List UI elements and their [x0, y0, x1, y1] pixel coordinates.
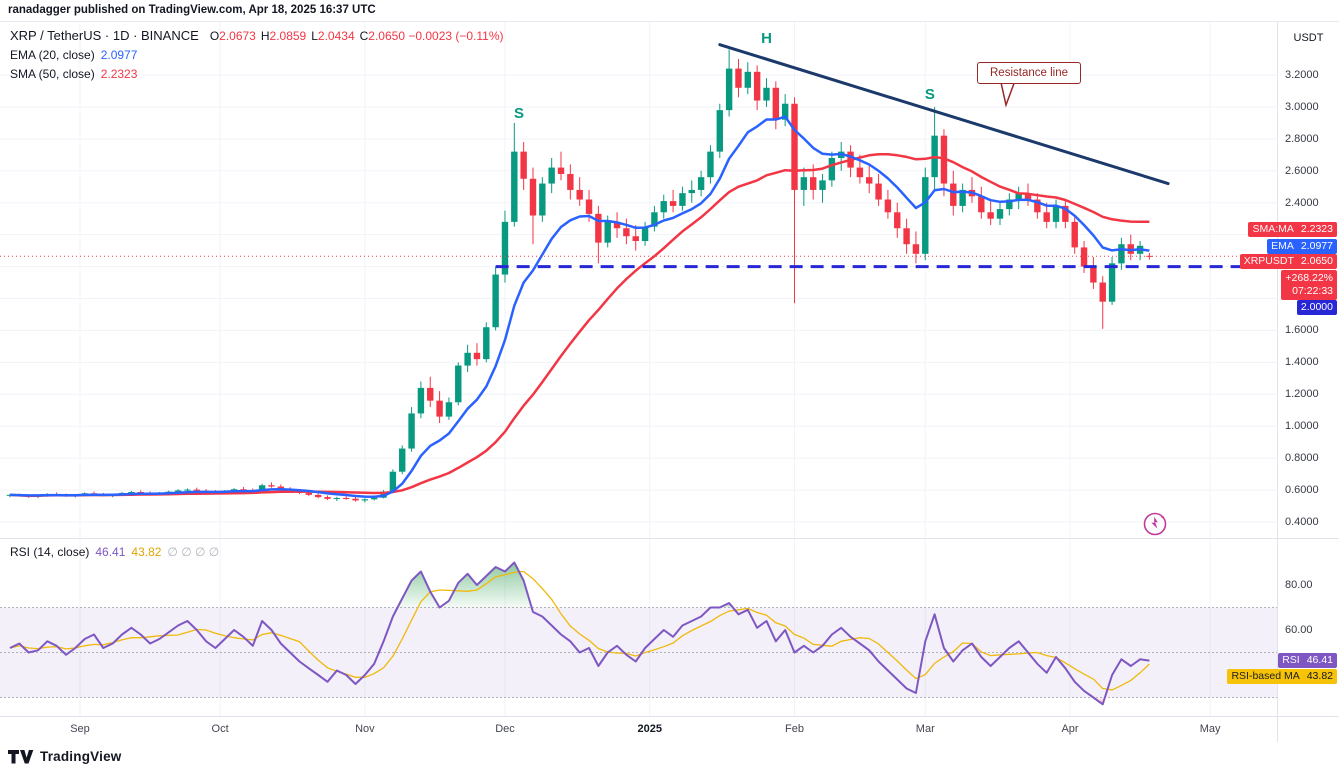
price-axis-separator	[1277, 22, 1278, 742]
rsi-overbought-fill	[397, 562, 532, 608]
change-countdown-badge: +268.22% 07:22:33	[1281, 270, 1337, 300]
sma-legend-row[interactable]: SMA (50, close) 2.2323	[10, 65, 504, 84]
rsi-chart-canvas[interactable]	[0, 538, 1277, 716]
time-tick: Dec	[495, 723, 515, 735]
price-tick: 1.4000	[1285, 356, 1319, 369]
rsi-tick: 80.00	[1285, 579, 1313, 591]
price-tick: 2.6000	[1285, 164, 1319, 177]
price-tick: 0.6000	[1285, 484, 1319, 497]
symbol-title[interactable]: XRP / TetherUS · 1D · BINANCE	[10, 28, 199, 43]
change-percent: +268.22%	[1285, 272, 1333, 284]
price-grid	[0, 22, 1277, 538]
resistance-trendline	[718, 43, 1170, 186]
rsi-hidden-values: ∅ ∅ ∅ ∅	[167, 545, 220, 559]
price-tick: 0.8000	[1285, 452, 1319, 465]
ema-price-badge: EMA 2.0977	[1267, 239, 1337, 254]
ema-line	[9, 115, 1150, 499]
sma-price-badge: SMA:MA 2.2323	[1248, 222, 1337, 237]
tradingview-logo[interactable]: TradingView	[8, 749, 121, 764]
price-tick: 0.4000	[1285, 515, 1319, 528]
time-tick: Apr	[1061, 723, 1079, 735]
time-axis-separator	[0, 716, 1339, 717]
sma-line	[9, 152, 1150, 498]
bar-countdown: 07:22:33	[1292, 285, 1333, 297]
tradingview-logo-icon	[8, 749, 34, 763]
last-price-badge: XRPUSDT 2.0650	[1239, 254, 1337, 269]
level-line-badge: 2.0000	[1296, 300, 1337, 315]
time-tick: Mar	[915, 723, 935, 735]
price-tick: 1.0000	[1285, 420, 1319, 433]
rsi-axis-badge: RSI 46.41	[1278, 653, 1337, 668]
hs-pattern-label: H	[761, 30, 772, 47]
price-tick: 1.2000	[1285, 388, 1319, 401]
symbol-row: XRP / TetherUS · 1D · BINANCE O2.0673 H2.0…	[10, 26, 504, 46]
ema-value: 2.0977	[100, 48, 138, 62]
rsi-ma-axis-badge: RSI-based MA 43.82	[1227, 669, 1337, 684]
time-axis[interactable]: Sep Oct Nov Dec 2025 Feb Mar Apr May	[0, 716, 1277, 744]
price-tick: 2.4000	[1285, 196, 1319, 209]
rsi-legend[interactable]: RSI (14, close) 46.41 43.82 ∅ ∅ ∅ ∅	[10, 543, 219, 562]
time-tick: Feb	[785, 723, 804, 735]
price-tick: 3.2000	[1285, 69, 1319, 81]
open-value: 2.0673	[219, 29, 256, 43]
time-tick: Sep	[70, 723, 90, 735]
time-tick: May	[1199, 723, 1221, 735]
price-axis[interactable]: USDT 3.2000 3.0000 2.8000 2.6000 2.4000 1.600…	[1227, 0, 1339, 771]
rsi-line	[9, 561, 1150, 706]
rsi-ma-line	[9, 570, 1150, 691]
change-value: −0.0023 (−0.11%)	[408, 29, 504, 43]
resistance-line-callout[interactable]: Resistance line	[977, 62, 1081, 84]
rsi-tick: 60.00	[1285, 624, 1313, 636]
chart-top-border	[0, 21, 1339, 22]
close-label: C	[359, 29, 369, 43]
price-chart-canvas[interactable]: H S S	[0, 22, 1277, 538]
main-legend: XRP / TetherUS · 1D · BINANCE O2.0673 H2.0…	[10, 26, 504, 84]
price-tick: 3.0000	[1285, 100, 1319, 113]
rsi-label: RSI (14, close)	[10, 545, 90, 559]
price-tick: 2.8000	[1285, 132, 1319, 145]
ema-legend-row[interactable]: EMA (20, close) 2.0977	[10, 46, 504, 65]
close-value: 2.0650	[368, 29, 405, 43]
publish-byline: ranadagger published on TradingView.com,…	[8, 4, 376, 16]
flash-icon[interactable]	[1142, 511, 1168, 537]
hs-pattern-label: S	[925, 86, 935, 103]
high-value: 2.0859	[269, 29, 307, 43]
low-value: 2.0434	[317, 29, 355, 43]
hs-pattern-label: S	[514, 105, 524, 122]
sma-value: 2.2323	[100, 67, 138, 81]
tradingview-logo-text: TradingView	[40, 749, 122, 764]
rsi-value: 46.41	[95, 545, 126, 559]
low-label: L	[311, 29, 318, 43]
sma-label: SMA (50, close)	[10, 67, 95, 81]
price-tick: 1.6000	[1285, 324, 1319, 337]
pane-separator[interactable]	[0, 538, 1339, 539]
high-label: H	[260, 29, 270, 43]
axis-currency-label: USDT	[1293, 32, 1324, 44]
ema-label: EMA (20, close)	[10, 48, 95, 62]
time-tick: Oct	[211, 723, 229, 735]
time-tick: 2025	[637, 723, 662, 735]
candlestick-series	[6, 49, 1153, 503]
time-tick: Nov	[355, 723, 375, 735]
open-label: O	[209, 29, 220, 43]
rsi-ma-value: 43.82	[131, 545, 162, 559]
